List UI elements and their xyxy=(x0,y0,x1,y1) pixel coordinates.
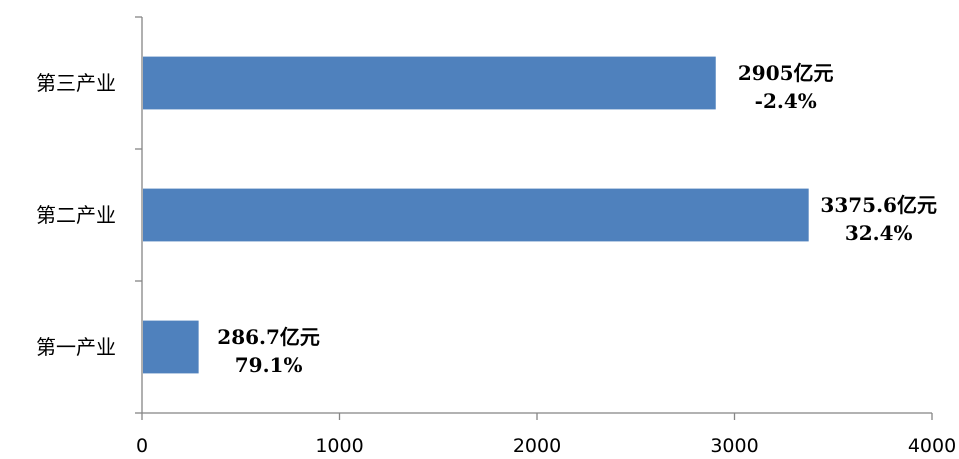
x-tick-label: 4000 xyxy=(908,435,956,457)
category-label: 第一产业 xyxy=(36,335,116,359)
bar xyxy=(143,188,809,242)
x-tick-label: 0 xyxy=(136,435,148,457)
bar xyxy=(143,320,199,374)
bar xyxy=(143,56,716,110)
x-tick-label: 2000 xyxy=(513,435,561,457)
data-label-value: 286.7亿元 xyxy=(217,325,320,349)
x-tick-label: 1000 xyxy=(315,435,363,457)
labels-layer: 0 1000 2000 3000 4000 第三产业 2905亿元 -2.4% 第二产业 3375… xyxy=(36,61,956,457)
data-label-value: 2905亿元 xyxy=(738,61,834,85)
category-label: 第三产业 xyxy=(36,71,116,95)
axes xyxy=(135,16,933,420)
bars-layer xyxy=(143,56,809,374)
data-label-growth: -2.4% xyxy=(755,89,817,113)
category-label: 第二产业 xyxy=(36,203,116,227)
data-label-value: 3375.6亿元 xyxy=(820,193,937,217)
data-label-growth: 32.4% xyxy=(845,221,913,245)
data-label-growth: 79.1% xyxy=(235,353,303,377)
x-tick-label: 3000 xyxy=(710,435,758,457)
